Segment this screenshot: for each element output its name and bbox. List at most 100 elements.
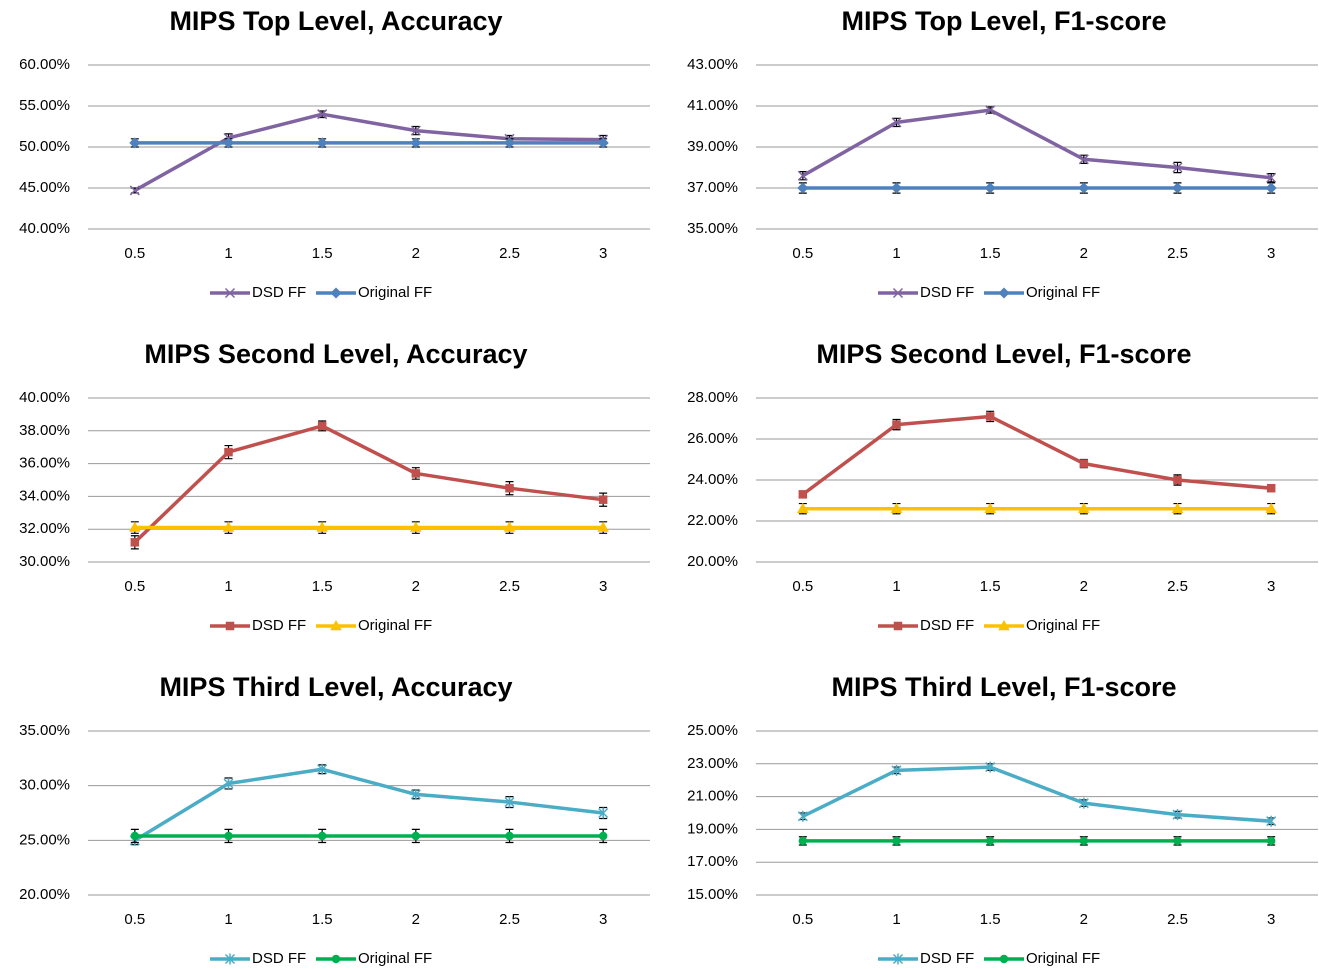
x-tick-label: 3 <box>1267 578 1275 595</box>
x-tick-label: 3 <box>1267 911 1275 928</box>
chart-title: MIPS Third Level, F1-score <box>831 672 1176 702</box>
marker <box>598 807 609 819</box>
series-line <box>801 108 1272 180</box>
chart-title: MIPS Second Level, Accuracy <box>144 339 527 369</box>
y-tick-label: 38.00% <box>19 422 70 439</box>
y-tick-label: 36.00% <box>19 455 70 472</box>
legend-marker <box>224 953 236 965</box>
chart-title: MIPS Top Level, F1-score <box>841 6 1166 36</box>
marker <box>1172 809 1183 821</box>
x-tick-label: 2.5 <box>499 578 520 595</box>
marker <box>891 764 902 776</box>
x-tick-label: 1 <box>224 911 232 928</box>
x-tick-label: 3 <box>599 911 607 928</box>
marker <box>505 483 514 493</box>
x-tick-label: 1.5 <box>312 911 333 928</box>
marker <box>1078 502 1090 513</box>
x-tick-label: 1.5 <box>980 245 1001 262</box>
y-tick-label: 43.00% <box>687 56 738 73</box>
y-tick-label: 37.00% <box>687 179 738 196</box>
x-tick-label: 1 <box>224 578 232 595</box>
chart-title: MIPS Second Level, F1-score <box>816 339 1191 369</box>
y-tick-label: 25.00% <box>687 722 738 739</box>
series-line <box>802 765 1272 823</box>
marker <box>129 185 140 196</box>
marker <box>1173 836 1182 846</box>
marker <box>892 420 901 429</box>
marker <box>797 810 808 822</box>
y-tick-label: 22.00% <box>687 512 738 529</box>
marker <box>598 831 608 841</box>
legend-marker <box>892 953 904 965</box>
y-tick-label: 24.00% <box>687 471 738 488</box>
marker <box>798 490 808 499</box>
legend-marker <box>224 287 236 299</box>
marker <box>1265 182 1277 194</box>
legend-label: Original FF <box>358 950 432 967</box>
marker <box>129 137 141 149</box>
x-tick-label: 2 <box>412 911 420 928</box>
marker <box>317 831 327 841</box>
marker <box>503 137 516 149</box>
x-tick-label: 2.5 <box>1167 245 1188 262</box>
x-tick-label: 0.5 <box>792 245 813 262</box>
legend-marker <box>225 621 235 631</box>
marker <box>504 796 515 808</box>
marker <box>1265 502 1277 513</box>
marker <box>411 469 421 478</box>
marker <box>985 412 995 421</box>
marker <box>1171 502 1184 513</box>
series-line <box>133 424 604 544</box>
y-tick-label: 41.00% <box>687 97 738 114</box>
x-tick-label: 0.5 <box>792 911 813 928</box>
y-tick-label: 23.00% <box>687 755 738 772</box>
marker <box>984 502 996 513</box>
x-tick-label: 1.5 <box>312 578 333 595</box>
marker <box>797 170 808 181</box>
legend-marker <box>998 619 1010 631</box>
legend-label: Original FF <box>358 617 432 634</box>
marker <box>410 521 422 532</box>
x-tick-label: 2.5 <box>499 911 520 928</box>
y-tick-label: 45.00% <box>19 179 70 196</box>
x-tick-label: 2 <box>412 578 420 595</box>
marker <box>597 521 609 532</box>
marker <box>317 109 328 120</box>
series-line <box>133 767 604 842</box>
marker <box>1078 182 1090 194</box>
legend-label: DSD FF <box>920 617 974 634</box>
marker <box>410 125 421 136</box>
chart-title: MIPS Top Level, Accuracy <box>169 6 502 36</box>
x-tick-label: 1 <box>224 245 232 262</box>
y-tick-label: 35.00% <box>19 722 70 739</box>
y-tick-label: 40.00% <box>19 389 70 406</box>
marker <box>1172 162 1183 173</box>
marker <box>410 137 422 149</box>
legend-label: Original FF <box>1026 284 1100 301</box>
marker <box>316 521 328 532</box>
legend-label: DSD FF <box>252 284 306 301</box>
legend-marker <box>330 619 342 631</box>
marker <box>985 836 995 846</box>
y-tick-label: 21.00% <box>687 788 738 805</box>
marker <box>130 831 140 841</box>
x-tick-label: 1.5 <box>980 578 1001 595</box>
legend-label: DSD FF <box>252 950 306 967</box>
x-tick-label: 0.5 <box>124 245 145 262</box>
marker <box>1266 815 1277 827</box>
marker <box>890 182 903 194</box>
x-tick-label: 0.5 <box>124 911 145 928</box>
x-tick-label: 0.5 <box>124 578 145 595</box>
y-tick-label: 26.00% <box>687 430 738 447</box>
y-tick-label: 35.00% <box>687 220 738 237</box>
marker <box>984 182 996 194</box>
marker <box>503 521 516 532</box>
legend-marker <box>999 954 1009 964</box>
x-tick-label: 3 <box>1267 245 1275 262</box>
x-tick-label: 1.5 <box>980 911 1001 928</box>
marker <box>1079 836 1089 846</box>
x-tick-label: 1.5 <box>312 245 333 262</box>
y-tick-label: 39.00% <box>687 138 738 155</box>
x-tick-label: 2.5 <box>1167 911 1188 928</box>
